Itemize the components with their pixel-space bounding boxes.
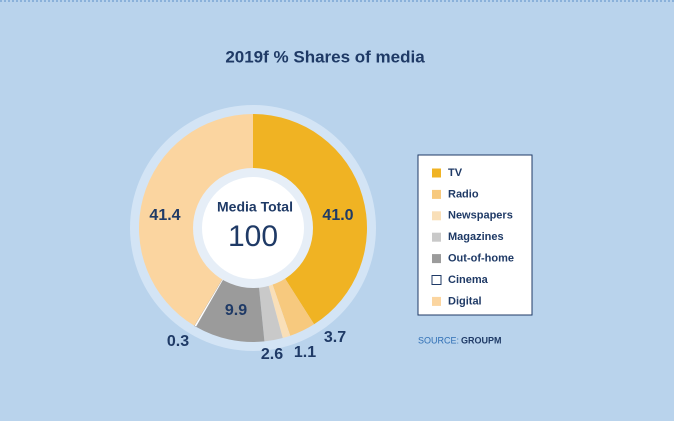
legend-swatch [432, 168, 441, 178]
legend-swatch [432, 232, 441, 242]
legend-swatch [432, 189, 441, 199]
slice [270, 274, 315, 336]
center-value: 100 [228, 220, 278, 253]
legend-swatch [432, 254, 441, 264]
slice [267, 279, 291, 339]
legend-label: TV [448, 167, 463, 179]
slice [258, 281, 283, 342]
legend-label: Radio [448, 188, 479, 200]
legend-label: Cinema [448, 274, 489, 286]
value-label: 2.6 [261, 346, 283, 363]
legend-label: Magazines [448, 231, 504, 243]
source-label: SOURCE: [418, 335, 459, 345]
value-label: 0.3 [167, 333, 189, 350]
value-label: 1.1 [294, 344, 316, 361]
center-disc [202, 177, 304, 279]
value-label: 41.4 [149, 207, 180, 224]
legend-label: Newspapers [448, 210, 513, 222]
legend-swatch [432, 296, 441, 306]
legend-label: Digital [448, 295, 482, 307]
chart-title: 2019f % Shares of media [225, 47, 425, 66]
center-label: Media Total [217, 199, 293, 215]
legend-swatch [432, 211, 441, 221]
legend: TV Radio Newspapers Magazines Out-of-home Cin… [431, 167, 514, 307]
legend-swatch [431, 275, 442, 285]
value-label: 41.0 [322, 207, 353, 224]
source: GROUPM [461, 335, 502, 345]
value-label: 3.7 [324, 329, 346, 346]
legend-label: Out-of-home [448, 253, 514, 265]
value-label: 9.9 [225, 302, 247, 319]
slice [196, 275, 265, 342]
